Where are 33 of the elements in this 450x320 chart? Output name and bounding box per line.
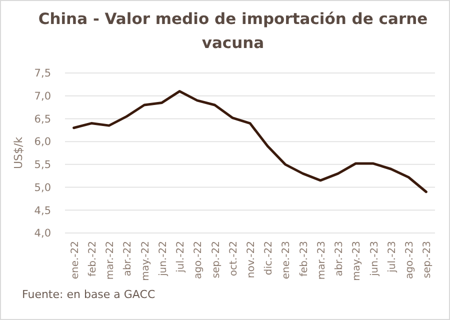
y-tick-label: 6,5 [34, 113, 51, 126]
y-tick-label: 7,0 [34, 90, 51, 103]
y-axis-title: US$/k [12, 136, 25, 170]
x-tick-label: sep.-23 [422, 241, 434, 278]
x-tick-label: jun.-22 [158, 241, 169, 277]
x-tick-label: feb.-23 [298, 241, 310, 277]
x-tick-label: dic.-22 [264, 241, 275, 276]
x-tick-label: may.-23 [352, 241, 363, 281]
y-tick-label: 5,5 [34, 159, 51, 172]
source-note: Fuente: en base a GACC [22, 288, 156, 301]
line-series [72, 90, 428, 194]
x-tick-label: jul.-22 [176, 241, 187, 274]
y-tick-label: 4,5 [34, 204, 51, 217]
y-tick-label: 7,5 [34, 68, 51, 80]
x-tick-label: abr.-22 [122, 241, 134, 276]
y-tick-label: 6,0 [34, 136, 51, 148]
chart-title: China - Valor medio de importación de carne vacuna [38, 10, 428, 52]
x-tick-label: mar.-23 [316, 241, 328, 280]
x-tick-label: ago.-23 [404, 241, 416, 279]
x-tick-label: feb.-22 [87, 241, 98, 277]
x-tick-label: jul.-23 [386, 241, 398, 274]
y-tick-label: 4,0 [34, 228, 51, 240]
x-tick-label: mar.-22 [105, 241, 116, 280]
y-tick-label: 5,0 [34, 182, 51, 194]
x-tick-label: ene.-22 [70, 241, 81, 280]
x-tick-label: oct.-22 [228, 241, 240, 276]
x-tick-label: abr.-23 [334, 241, 346, 276]
x-tick-label: jun.-23 [369, 241, 380, 277]
x-tick-label: ago.-22 [193, 241, 204, 279]
x-tick-label: sep.-22 [210, 241, 222, 278]
x-tick-label: nov.-22 [246, 241, 257, 278]
x-tick-label: ene.-23 [281, 241, 292, 280]
x-tick-label: may.-22 [140, 241, 152, 281]
